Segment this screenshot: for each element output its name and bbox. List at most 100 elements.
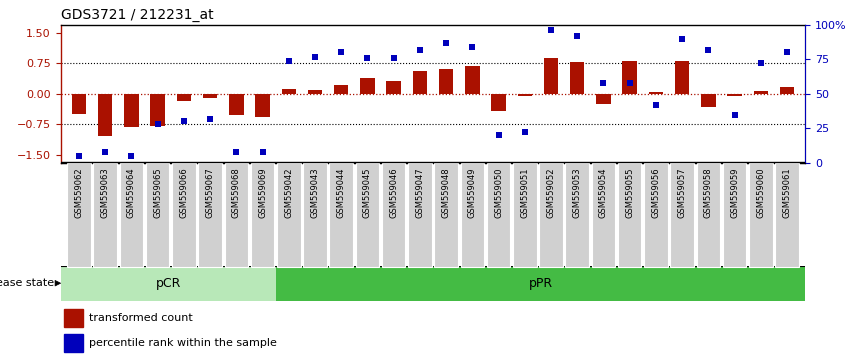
Text: GSM559053: GSM559053 — [572, 167, 582, 218]
Text: GSM559059: GSM559059 — [730, 167, 739, 218]
Point — [649, 102, 662, 108]
Bar — [334, 85, 348, 94]
Point — [204, 116, 217, 121]
Bar — [623, 61, 637, 94]
Point — [727, 112, 741, 117]
FancyBboxPatch shape — [224, 163, 249, 267]
Bar — [386, 81, 401, 94]
Bar — [491, 94, 506, 111]
Bar — [72, 94, 87, 114]
FancyBboxPatch shape — [565, 163, 589, 267]
FancyBboxPatch shape — [670, 163, 694, 267]
Bar — [229, 94, 243, 115]
Bar — [675, 61, 689, 94]
FancyBboxPatch shape — [145, 163, 170, 267]
Point — [98, 149, 112, 155]
Text: GSM559054: GSM559054 — [599, 167, 608, 218]
Bar — [779, 86, 794, 94]
Bar — [64, 334, 83, 352]
Bar — [281, 89, 296, 94]
Text: GSM559055: GSM559055 — [625, 167, 634, 218]
Point — [780, 50, 794, 55]
Text: GSM559066: GSM559066 — [179, 167, 189, 218]
FancyBboxPatch shape — [329, 163, 353, 267]
FancyBboxPatch shape — [775, 163, 798, 267]
Point — [439, 40, 453, 46]
FancyBboxPatch shape — [749, 163, 772, 267]
FancyBboxPatch shape — [435, 163, 458, 267]
Point — [387, 55, 401, 61]
Bar — [465, 66, 480, 94]
Bar — [544, 58, 559, 94]
Text: GSM559043: GSM559043 — [311, 167, 320, 218]
Bar — [177, 94, 191, 101]
Point — [72, 153, 86, 159]
Text: GSM559058: GSM559058 — [704, 167, 713, 218]
FancyBboxPatch shape — [487, 163, 510, 267]
Text: pPR: pPR — [528, 277, 553, 290]
Text: GSM559042: GSM559042 — [284, 167, 294, 218]
Text: GSM559050: GSM559050 — [494, 167, 503, 218]
FancyBboxPatch shape — [277, 163, 301, 267]
FancyBboxPatch shape — [251, 163, 275, 267]
Text: GSM559057: GSM559057 — [677, 167, 687, 218]
Bar — [753, 91, 768, 94]
Text: GSM559048: GSM559048 — [442, 167, 450, 218]
Bar — [151, 94, 165, 126]
Point — [518, 130, 532, 135]
Point — [465, 44, 479, 50]
Point — [151, 121, 165, 127]
FancyBboxPatch shape — [68, 163, 91, 267]
FancyBboxPatch shape — [198, 163, 222, 267]
FancyBboxPatch shape — [723, 163, 746, 267]
Bar — [439, 69, 453, 94]
FancyBboxPatch shape — [172, 163, 196, 267]
Text: GSM559051: GSM559051 — [520, 167, 529, 218]
Point — [334, 50, 348, 55]
Text: pCR: pCR — [156, 277, 181, 290]
Text: GSM559069: GSM559069 — [258, 167, 267, 218]
Point — [125, 153, 139, 159]
Text: GSM559065: GSM559065 — [153, 167, 162, 218]
Bar — [649, 92, 663, 94]
Point — [571, 33, 585, 39]
FancyBboxPatch shape — [303, 163, 326, 267]
Bar — [518, 94, 532, 96]
Bar — [124, 94, 139, 127]
Text: GSM559047: GSM559047 — [416, 167, 424, 218]
Text: GSM559063: GSM559063 — [100, 167, 110, 218]
Text: GSM559044: GSM559044 — [337, 167, 346, 218]
Text: GSM559045: GSM559045 — [363, 167, 372, 218]
Text: GSM559062: GSM559062 — [74, 167, 83, 218]
Text: GSM559056: GSM559056 — [651, 167, 661, 218]
Text: GSM559067: GSM559067 — [205, 167, 215, 218]
FancyBboxPatch shape — [540, 163, 563, 267]
FancyBboxPatch shape — [94, 163, 117, 267]
Point — [360, 55, 374, 61]
FancyBboxPatch shape — [696, 163, 721, 267]
Text: GSM559049: GSM559049 — [468, 167, 477, 218]
Bar — [597, 94, 611, 104]
FancyBboxPatch shape — [382, 163, 405, 267]
Point — [623, 80, 637, 86]
Point — [754, 61, 768, 66]
Text: percentile rank within the sample: percentile rank within the sample — [89, 338, 277, 348]
Bar — [275, 266, 805, 301]
FancyBboxPatch shape — [356, 163, 379, 267]
Point — [492, 132, 506, 138]
Bar — [98, 94, 113, 136]
Point — [413, 47, 427, 52]
Bar — [203, 94, 217, 98]
Point — [597, 80, 611, 86]
Text: transformed count: transformed count — [89, 313, 192, 323]
Point — [308, 54, 322, 59]
Point — [281, 58, 295, 63]
FancyBboxPatch shape — [120, 163, 143, 267]
Text: GSM559046: GSM559046 — [389, 167, 398, 218]
FancyBboxPatch shape — [617, 163, 642, 267]
Bar — [61, 266, 275, 301]
Bar — [701, 94, 715, 107]
Point — [229, 149, 243, 155]
Text: disease state: disease state — [0, 278, 61, 288]
Point — [675, 36, 689, 41]
